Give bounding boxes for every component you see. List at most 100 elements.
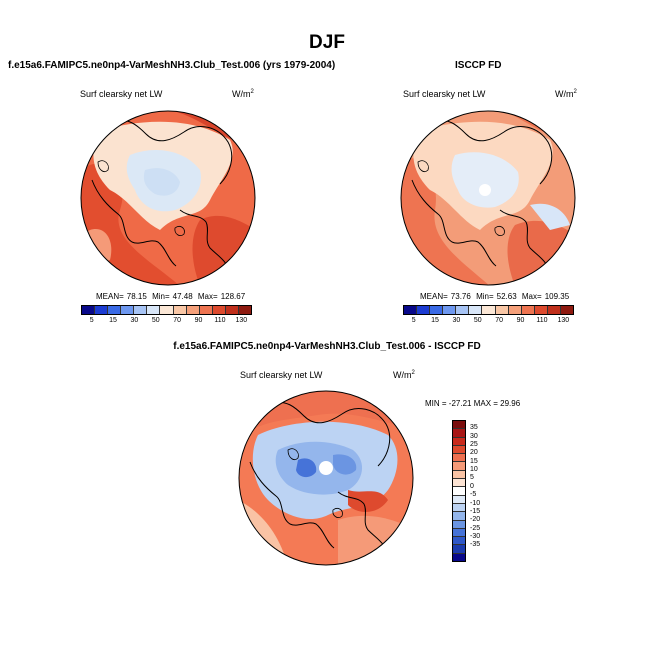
colorbar-cell xyxy=(453,512,465,521)
colorbar-cell xyxy=(453,545,465,554)
colorbar-tick-label: 90 xyxy=(516,317,525,324)
colorbar-cell xyxy=(453,495,465,504)
colorbar-cell xyxy=(453,479,465,488)
obs-stats: MEAN= 73.76 Min= 52.63 Max= 109.35 xyxy=(420,292,570,301)
obs-panel-title: ISCCP FD xyxy=(455,60,502,71)
colorbar-tick-label: 50 xyxy=(473,317,482,324)
colorbar-cell xyxy=(404,306,418,314)
colorbar-tick-label: -20 xyxy=(470,516,481,524)
colorbar-cell xyxy=(186,306,200,314)
colorbar-tick-label: 130 xyxy=(557,317,570,324)
colorbar-cell xyxy=(495,306,509,314)
colorbar-cell xyxy=(482,306,496,314)
obs-colorbar-ticks: 5 15 30 50 70 90 110 130 xyxy=(403,315,574,327)
colorbar-cell xyxy=(453,503,465,513)
colorbar-cell xyxy=(212,306,226,314)
model-colorbar-ticks: 5 15 30 50 70 90 110 130 xyxy=(81,315,252,327)
colorbar-cell xyxy=(225,306,239,314)
colorbar-tick-label: 5 xyxy=(470,474,474,482)
model-variable-label: Surf clearsky net LW xyxy=(80,89,163,99)
colorbar-tick-label: 5 xyxy=(411,317,416,324)
colorbar-cell xyxy=(534,306,548,314)
colorbar-cell xyxy=(453,553,465,562)
colorbar-cell xyxy=(82,306,96,314)
colorbar-tick-label: -30 xyxy=(470,532,481,540)
colorbar-cell xyxy=(173,306,187,314)
colorbar-cell xyxy=(430,306,444,314)
colorbar-cell xyxy=(469,306,483,314)
colorbar-cell xyxy=(453,445,465,455)
model-units-label: W/m2 xyxy=(232,89,254,99)
obs-polar-map xyxy=(400,110,576,286)
colorbar-tick-label: 30 xyxy=(470,432,478,440)
colorbar-tick-label: 5 xyxy=(89,317,94,324)
diff-colorbar: 35 30 25 20 15 10 5 0 -5 -10 -15 -20 -25 -30 -35 xyxy=(452,420,480,562)
colorbar-tick-label: 20 xyxy=(470,449,478,457)
obs-colorbar-cells xyxy=(403,305,574,315)
diff-minmax: MIN = -27.21 MAX = 29.96 xyxy=(425,399,521,408)
colorbar-tick-label: 110 xyxy=(214,317,226,324)
diff-variable-label: Surf clearsky net LW xyxy=(240,370,323,380)
colorbar-cell xyxy=(147,306,161,314)
colorbar-tick-label: -25 xyxy=(470,524,481,532)
colorbar-cell xyxy=(134,306,148,314)
model-stats: MEAN= 78.15 Min= 47.48 Max= 128.67 xyxy=(96,292,246,301)
colorbar-tick-label: -15 xyxy=(470,507,481,515)
colorbar-cell xyxy=(238,306,252,314)
colorbar-cell xyxy=(453,462,465,471)
colorbar-tick-label: -35 xyxy=(470,541,481,549)
obs-ice-field xyxy=(451,152,519,208)
colorbar-cell xyxy=(456,306,470,314)
colorbar-tick-label: 10 xyxy=(470,466,478,474)
colorbar-cell xyxy=(453,437,465,446)
diff-units-label: W/m2 xyxy=(393,370,415,380)
colorbar-cell xyxy=(160,306,174,314)
colorbar-tick-label: 30 xyxy=(452,317,461,324)
colorbar-tick-label: -10 xyxy=(470,499,481,507)
colorbar-cell xyxy=(560,306,574,314)
obs-variable-label: Surf clearsky net LW xyxy=(403,89,486,99)
colorbar-tick-label: -5 xyxy=(470,491,477,499)
colorbar-cell xyxy=(453,487,465,496)
colorbar-cell xyxy=(521,306,535,314)
colorbar-cell xyxy=(95,306,109,314)
page-title: DJF xyxy=(309,32,345,53)
obs-units-label: W/m2 xyxy=(555,89,577,99)
model-polar-map xyxy=(80,110,256,286)
colorbar-cell xyxy=(108,306,122,314)
colorbar-tick-label: 15 xyxy=(470,457,478,465)
model-colorbar: 5 15 30 50 70 90 110 130 xyxy=(81,305,252,327)
colorbar-cell xyxy=(199,306,213,314)
colorbar-tick-label: 90 xyxy=(194,317,203,324)
colorbar-cell xyxy=(547,306,561,314)
colorbar-tick-label: 70 xyxy=(495,317,504,324)
colorbar-tick-label: 15 xyxy=(109,317,117,324)
model-colorbar-cells xyxy=(81,305,252,315)
colorbar-cell xyxy=(453,429,465,438)
colorbar-cell xyxy=(453,528,465,538)
obs-colorbar: 5 15 30 50 70 90 110 130 xyxy=(403,305,574,327)
colorbar-cell xyxy=(417,306,431,314)
colorbar-tick-label: 70 xyxy=(173,317,182,324)
colorbar-tick-label: 15 xyxy=(431,317,439,324)
colorbar-cell xyxy=(508,306,522,314)
colorbar-cell xyxy=(453,537,465,546)
colorbar-cell xyxy=(443,306,457,314)
diff-colorbar-ticks: 35 30 25 20 15 10 5 0 -5 -10 -15 -20 -25 -30 -35 xyxy=(470,420,494,562)
colorbar-cell xyxy=(453,421,465,430)
colorbar-tick-label: 0 xyxy=(470,482,474,490)
diff-panel-title: f.e15a6.FAMIPC5.ne0np4-VarMeshNH3.Club_T… xyxy=(173,341,481,352)
colorbar-tick-label: 30 xyxy=(130,317,139,324)
colorbar-cell xyxy=(453,520,465,529)
colorbar-tick-label: 25 xyxy=(470,441,478,449)
colorbar-tick-label: 35 xyxy=(470,424,478,432)
colorbar-cell xyxy=(121,306,135,314)
colorbar-cell xyxy=(453,470,465,480)
diff-colorbar-cells xyxy=(452,420,466,562)
colorbar-tick-label: 130 xyxy=(235,317,248,324)
diff-polar-map xyxy=(238,390,414,566)
colorbar-tick-label: 50 xyxy=(151,317,160,324)
colorbar-tick-label: 110 xyxy=(536,317,548,324)
colorbar-cell xyxy=(453,454,465,463)
model-panel-title: f.e15a6.FAMIPC5.ne0np4-VarMeshNH3.Club_T… xyxy=(8,60,336,71)
